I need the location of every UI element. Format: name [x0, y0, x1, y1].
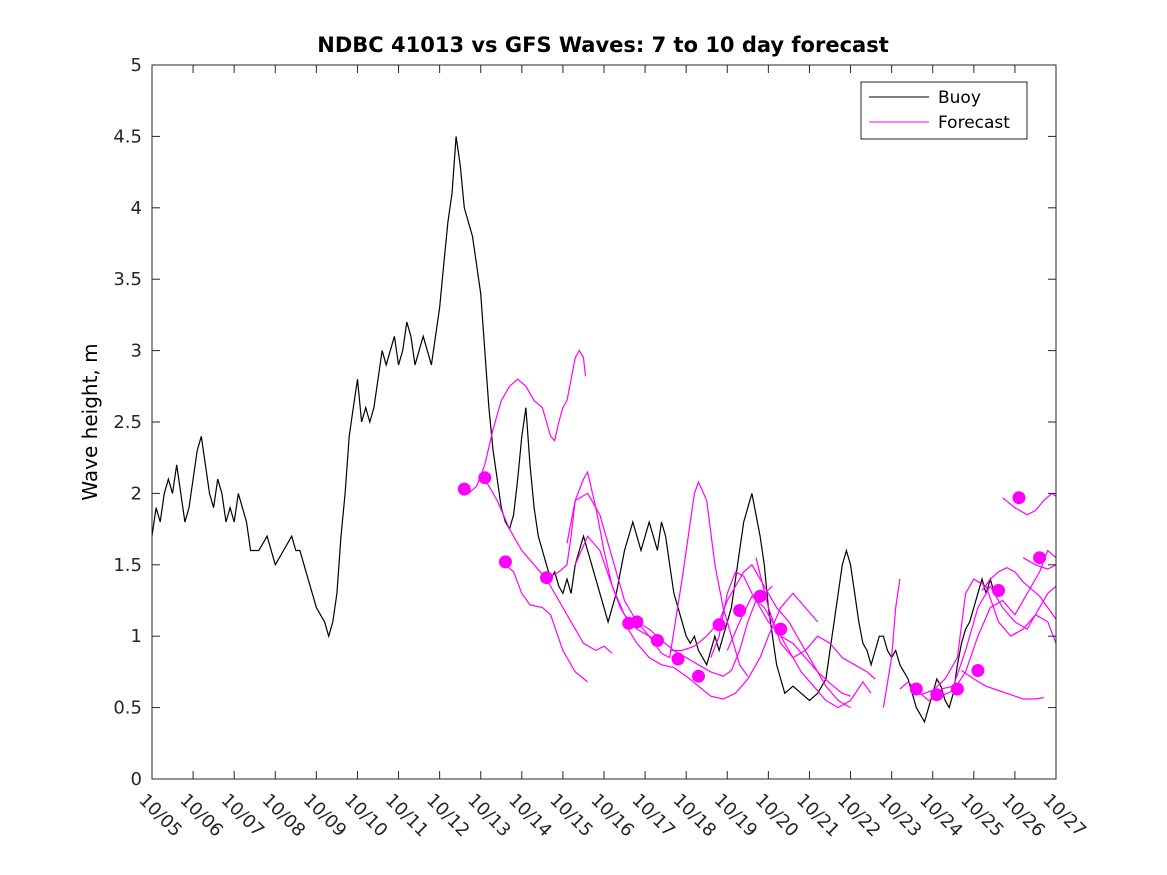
- legend-label-buoy: Buoy: [938, 88, 981, 108]
- forecast-marker-1: [457, 482, 471, 496]
- forecast-marker-12: [753, 589, 767, 603]
- forecast-marker-11: [733, 604, 747, 617]
- chart-title: NDBC 41013 vs GFS Waves: 7 to 10 day for…: [317, 33, 888, 57]
- forecast-line-2: [484, 478, 613, 654]
- forecast-marker-3: [498, 555, 512, 569]
- y-tick-label: 4: [131, 198, 142, 219]
- forecast-line-16: [940, 584, 1057, 690]
- forecast-line-15: [882, 579, 901, 708]
- forecast-line-5: [566, 492, 662, 644]
- forecast-line-6: [574, 480, 749, 677]
- forecast-marker-14: [909, 682, 923, 696]
- forecast-marker-18: [992, 584, 1005, 597]
- legend: Buoy Forecast: [860, 81, 1028, 140]
- forecast-marker-6: [630, 615, 644, 629]
- forecast-line-11: [726, 595, 872, 709]
- forecast-marker-9: [692, 669, 705, 683]
- y-tick-label: 3: [131, 341, 142, 362]
- forecast-marker-13: [774, 622, 788, 636]
- buoy-series-line: [151, 136, 995, 724]
- forecast-line-3: [505, 564, 588, 683]
- forecast-marker-19: [1012, 491, 1026, 505]
- forecast-line-13: [899, 549, 1057, 702]
- legend-label-forecast: Forecast: [938, 113, 1010, 133]
- forecast-marker-16: [950, 682, 964, 696]
- y-tick-label: 4.5: [113, 126, 142, 147]
- y-axis-label: Wave height, m: [78, 343, 102, 500]
- forecast-marker-10: [712, 618, 726, 632]
- forecast-line-18: [981, 567, 1057, 620]
- y-tick-label: 5: [131, 55, 142, 76]
- y-tick-label: 1.5: [113, 555, 142, 576]
- forecast-marker-15: [930, 688, 944, 702]
- forecast-marker-2: [478, 471, 492, 485]
- y-tick-label: 2.5: [113, 412, 142, 433]
- forecast-marker-4: [540, 571, 553, 585]
- y-tick-label: 0.5: [113, 698, 142, 719]
- forecast-marker-20: [1033, 551, 1047, 565]
- forecast-line-10: [710, 571, 851, 697]
- y-tick-label: 2: [131, 483, 142, 504]
- y-tick-label: 3.5: [113, 269, 142, 290]
- forecast-line-1: [468, 349, 587, 494]
- forecast-line-17: [961, 670, 1044, 700]
- y-tick-label: 1: [131, 626, 142, 647]
- forecast-marker-7: [650, 634, 664, 647]
- forecast-marker-17: [971, 664, 985, 677]
- forecast-line-9: [669, 563, 851, 709]
- forecast-line-8: [623, 592, 819, 700]
- forecast-marker-8: [671, 652, 685, 666]
- forecast-line-20: [1022, 557, 1057, 570]
- legend-box: [860, 81, 1028, 140]
- y-tick-label: 0: [131, 769, 142, 790]
